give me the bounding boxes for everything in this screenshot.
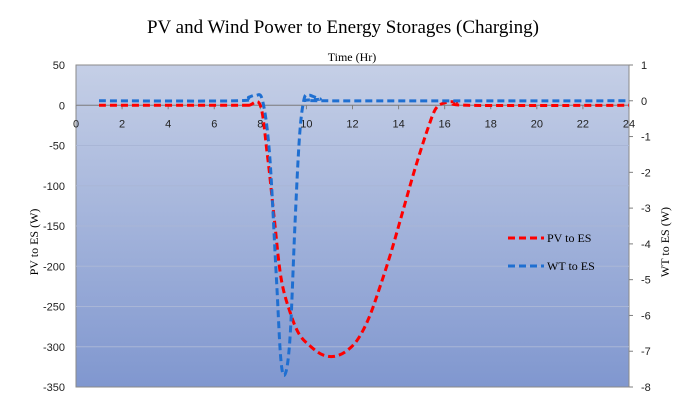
series-line-wt-to-es xyxy=(98,93,630,378)
x-tick-label: 16 xyxy=(439,118,451,130)
y-tick-label: -300 xyxy=(43,342,65,354)
x-tick-label: 18 xyxy=(485,118,497,130)
x-tick-label: 8 xyxy=(257,118,263,130)
y-tick-label: -200 xyxy=(43,261,65,273)
y-tick-label: 0 xyxy=(59,100,65,112)
y2-tick-label: -7 xyxy=(641,346,651,358)
y2-tick-label: -1 xyxy=(641,132,651,144)
x-tick-label: 2 xyxy=(119,118,125,130)
y-tick-label: -350 xyxy=(43,382,65,394)
legend-label-wt: WT to ES xyxy=(547,259,595,273)
chart-title: PV and Wind Power to Energy Storages (Ch… xyxy=(147,17,539,38)
legend: PV to ES WT to ES xyxy=(508,231,595,273)
y2-tick-label: -4 xyxy=(641,239,651,251)
x-tick-label: 10 xyxy=(300,118,312,130)
x-tick-label: 12 xyxy=(346,118,358,130)
y2-tick-label: 0 xyxy=(641,96,647,108)
y-tick-label: 50 xyxy=(53,60,65,72)
y-tick-label: -100 xyxy=(43,181,65,193)
x-tick-label: 4 xyxy=(165,118,171,130)
x-tick-labels: 0 2 4 6 8 10 12 14 16 18 20 22 24 xyxy=(73,105,635,130)
x-tick-label: 14 xyxy=(392,118,404,130)
y-tick-label: -250 xyxy=(43,302,65,314)
y-tick-label: -50 xyxy=(49,141,65,153)
y2-tick-label: -3 xyxy=(641,203,651,215)
y-tick-label: -150 xyxy=(43,221,65,233)
legend-label-pv: PV to ES xyxy=(547,231,591,245)
x-tick-label: 0 xyxy=(73,118,79,130)
y2-tick-label: -6 xyxy=(641,310,651,322)
x-tick-label: 6 xyxy=(211,118,217,130)
x-tick-label: 20 xyxy=(531,118,543,130)
y2-tick-labels: 1 0 -1 -2 -3 -4 -5 -6 -7 -8 xyxy=(629,60,651,394)
y-tick-labels: 50 0 -50 -100 -150 -200 -250 -300 -350 xyxy=(43,60,65,394)
y2-tick-label: -8 xyxy=(641,382,651,394)
y2-tick-label: -5 xyxy=(641,275,651,287)
x-axis-title: Time (Hr) xyxy=(328,50,377,64)
y2-tick-label: -2 xyxy=(641,167,651,179)
y-axis-title: PV to ES (W) xyxy=(27,209,41,276)
y2-tick-label: 1 xyxy=(641,60,647,72)
x-tick-label: 22 xyxy=(577,118,589,130)
y2-axis-title: WT to ES (W) xyxy=(658,207,672,277)
x-tick-label: 24 xyxy=(623,118,635,130)
series-lines xyxy=(98,93,630,378)
